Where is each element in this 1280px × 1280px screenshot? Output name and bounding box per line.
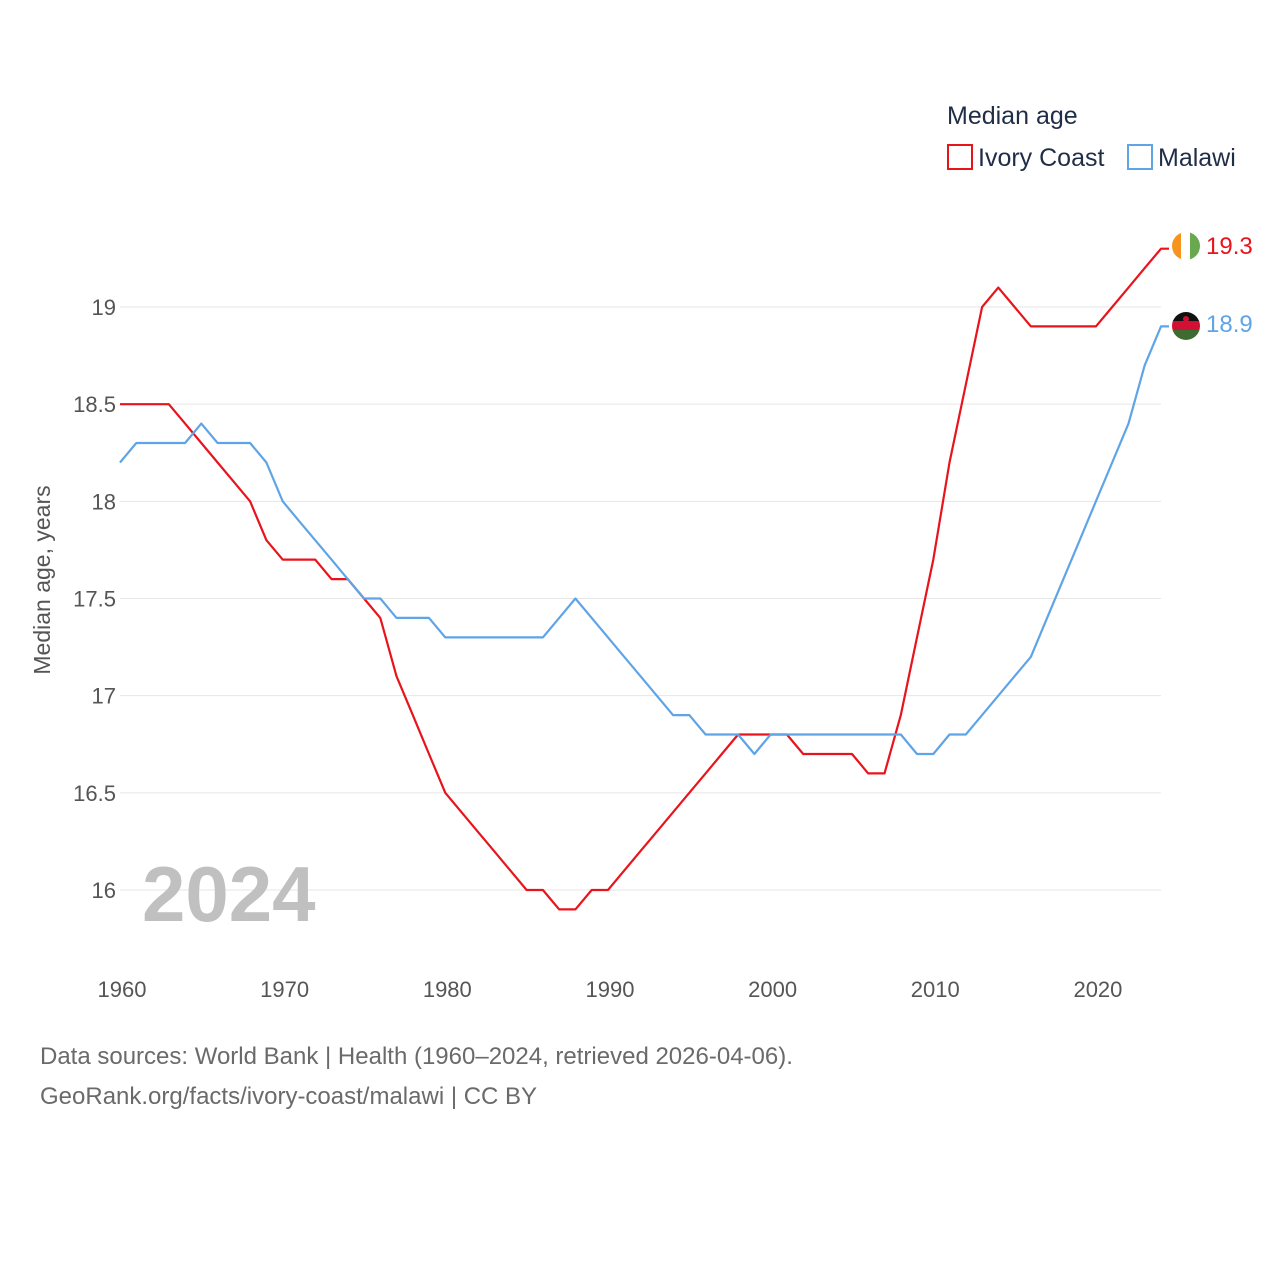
end-label-malawi: 18.9 [1206, 311, 1253, 338]
end-label-ivory-coast: 19.3 [1206, 233, 1253, 260]
x-tick-label: 2020 [1073, 977, 1122, 1002]
series-line-ivory-coast [120, 247, 1169, 911]
y-tick-label: 18.5 [73, 392, 116, 417]
footer-credit[interactable]: GeoRank.org/facts/ivory-coast/malawi | C… [40, 1083, 538, 1110]
series-lines [119, 247, 1169, 911]
legend-swatch-ivory-coast [947, 144, 973, 170]
y-tick-label: 19 [92, 295, 116, 320]
y-tick-label: 18 [92, 489, 116, 514]
legend-item-malawi[interactable]: Malawi [1127, 144, 1236, 172]
y-tick-label: 16.5 [73, 781, 116, 806]
legend-label-ivory-coast: Ivory Coast [978, 144, 1104, 172]
x-tick-label: 1990 [585, 977, 634, 1002]
gridlines [120, 306, 1161, 891]
y-tick-label: 17 [92, 684, 116, 709]
y-axis-label: Median age, years [29, 485, 55, 674]
legend-item-ivory-coast[interactable]: Ivory Coast [947, 144, 1104, 172]
x-tick-label: 1960 [98, 977, 147, 1002]
y-tick-label: 16 [92, 878, 116, 903]
series-line-malawi [119, 325, 1169, 756]
x-tick-label: 1980 [423, 977, 472, 1002]
year-watermark: 2024 [142, 850, 316, 938]
x-tick-label: 2000 [748, 977, 797, 1002]
ivory-coast-flag-icon [1172, 232, 1200, 260]
legend-label-malawi: Malawi [1158, 144, 1236, 172]
legend-swatch-malawi [1127, 144, 1153, 170]
legend: Median age Ivory Coast Malawi [947, 102, 1236, 172]
malawi-flag-icon [1172, 312, 1200, 340]
x-tick-label: 2010 [911, 977, 960, 1002]
y-tick-label: 17.5 [73, 587, 116, 612]
x-axis-ticks: 1960 1970 1980 1990 2000 2010 2020 [98, 977, 1123, 1002]
footer-sources: Data sources: World Bank | Health (1960–… [40, 1043, 793, 1070]
y-axis-ticks: 16 16.5 17 17.5 18 18.5 19 [73, 295, 116, 903]
x-tick-label: 1970 [260, 977, 309, 1002]
legend-title: Median age [947, 102, 1078, 130]
